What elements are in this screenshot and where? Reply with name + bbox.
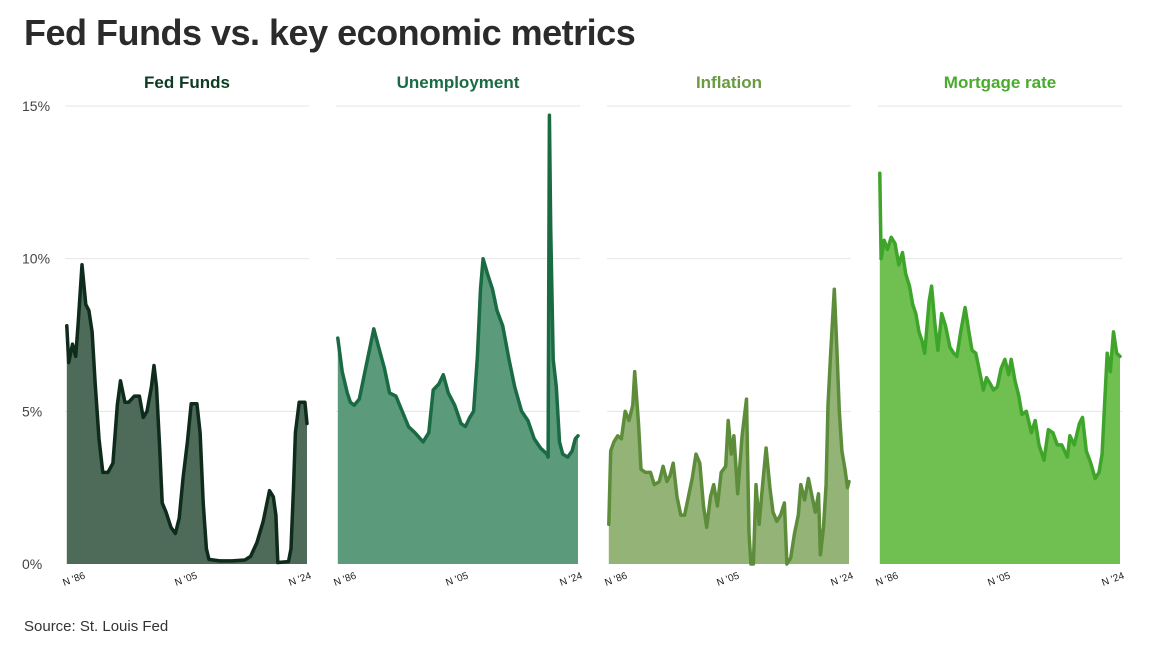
chart-title: Fed Funds vs. key economic metrics [24,12,636,53]
panel-title: Fed Funds [144,73,230,92]
series-area [608,289,849,564]
source-note: Source: St. Louis Fed [24,618,169,635]
x-tick-label: N '24 [558,570,584,588]
panel-title: Unemployment [397,73,520,92]
series-area [337,115,578,564]
x-tick-label: N '24 [287,570,313,588]
panel-title: Inflation [696,73,762,92]
series-line [336,113,580,459]
panel-inflation: Inflation N '86 N '05 N '24 [603,73,855,589]
y-tick-label: 0% [22,556,42,572]
y-tick-label: 10% [22,251,50,267]
y-tick-label: 15% [22,98,50,114]
y-tick-label: 5% [22,403,42,419]
x-tick-label: N '86 [61,570,87,588]
x-tick-label: N '05 [173,570,199,588]
panel-fed-funds: Fed Funds N '86 N '05 N '24 [61,73,313,589]
panel-title: Mortgage rate [944,73,1056,92]
series-area [879,173,1120,564]
series-line [607,287,851,566]
series-line [878,171,1122,481]
x-tick-label: N '05 [986,570,1012,588]
x-tick-label: N '05 [715,570,741,588]
x-tick-label: N '86 [874,570,900,588]
panel-unemployment: Unemployment N '86 N '05 N '24 [332,73,584,589]
x-tick-label: N '05 [444,570,470,588]
series-line [65,263,309,565]
x-tick-label: N '24 [1100,570,1126,588]
x-tick-label: N '86 [603,570,629,588]
x-tick-label: N '86 [332,570,358,588]
series-area [66,264,307,564]
panel-mortgage-rate: Mortgage rate N '86 N '05 N '24 [874,73,1126,589]
x-tick-label: N '24 [829,570,855,588]
